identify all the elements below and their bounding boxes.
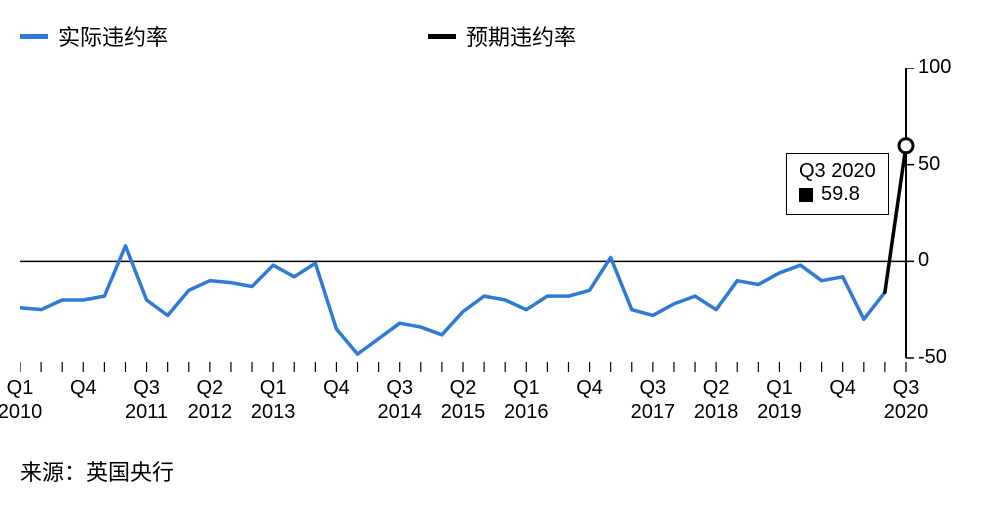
- callout-marker-icon: [799, 188, 813, 202]
- chart-container: 实际违约率 预期违约率 -50050100 Q1 2010Q4Q3 2011Q2…: [0, 0, 986, 509]
- x-tick-label: Q2 2015: [433, 376, 493, 424]
- y-tick-label: 0: [918, 249, 929, 272]
- x-tick-label: Q3 2017: [623, 376, 683, 424]
- callout-box: Q3 2020 59.8: [786, 153, 889, 215]
- source-text: 来源：英国央行: [20, 455, 174, 487]
- x-tick-label: Q1 2013: [243, 376, 303, 424]
- y-tick-label: 50: [918, 153, 940, 176]
- x-tick-label: Q4: [53, 376, 113, 400]
- legend-label-expected: 预期违约率: [466, 20, 576, 52]
- legend-swatch-actual: [20, 34, 48, 39]
- x-tick-label: Q1 2019: [749, 376, 809, 424]
- chart-svg: [20, 68, 950, 418]
- x-tick-label: Q1 2016: [496, 376, 556, 424]
- legend-item-expected: 预期违约率: [428, 20, 576, 52]
- x-tick-label: Q4: [306, 376, 366, 400]
- legend: 实际违约率 预期违约率: [20, 20, 576, 52]
- source-prefix: 来源：: [20, 460, 86, 485]
- callout-value-row: 59.8: [799, 183, 876, 206]
- chart-area: -50050100 Q1 2010Q4Q3 2011Q2 2012Q1 2013…: [20, 68, 950, 398]
- x-tick-label: Q4: [560, 376, 620, 400]
- x-tick-label: Q3 2011: [117, 376, 177, 424]
- legend-swatch-expected: [428, 34, 456, 39]
- x-tick-label: Q2 2018: [686, 376, 746, 424]
- legend-item-actual: 实际违约率: [20, 20, 168, 52]
- y-tick-label: 100: [918, 56, 951, 79]
- x-tick-label: Q1 2010: [0, 376, 50, 424]
- x-tick-label: Q4: [813, 376, 873, 400]
- legend-label-actual: 实际违约率: [58, 20, 168, 52]
- x-tick-label: Q3 2020: [876, 376, 936, 424]
- callout-value: 59.8: [821, 183, 860, 206]
- x-tick-label: Q2 2012: [180, 376, 240, 424]
- callout-title: Q3 2020: [799, 160, 876, 183]
- y-tick-label: -50: [918, 346, 947, 369]
- source-name: 英国央行: [86, 460, 174, 485]
- x-tick-label: Q3 2014: [370, 376, 430, 424]
